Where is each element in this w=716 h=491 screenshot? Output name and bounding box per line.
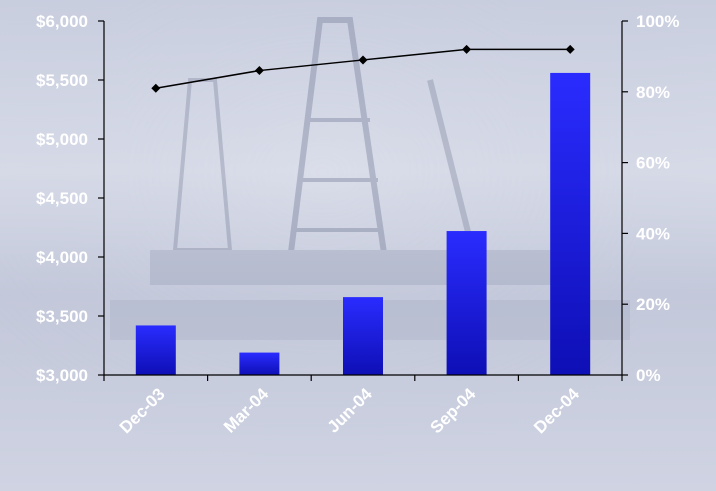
axes-layer	[98, 20, 628, 381]
y2-tick-label: 80%	[636, 83, 670, 102]
y-tick-label: $4,500	[36, 189, 88, 208]
y2-tick-label: 0%	[636, 366, 661, 385]
y-tick-label: $3,500	[36, 307, 88, 326]
y-tick-label: $3,000	[36, 366, 88, 385]
y2-tick-label: 20%	[636, 295, 670, 314]
y-tick-label: $5,500	[36, 71, 88, 90]
bars-layer	[135, 72, 591, 376]
line-marker	[358, 55, 368, 65]
y-tick-label: $4,000	[36, 248, 88, 267]
bar	[550, 72, 591, 376]
bar	[446, 231, 487, 375]
y2-tick-label: 40%	[636, 224, 670, 243]
line-marker	[462, 44, 472, 54]
y2-tick-label: 100%	[636, 12, 679, 31]
y-tick-label: $6,000	[36, 12, 88, 31]
line-marker	[151, 83, 161, 93]
bar	[239, 352, 280, 375]
bar	[343, 297, 383, 375]
bar	[135, 325, 176, 375]
line-marker	[565, 44, 575, 54]
line-layer	[151, 44, 575, 93]
line-marker	[254, 66, 264, 76]
y-tick-label: $5,000	[36, 130, 88, 149]
y2-tick-label: 60%	[636, 154, 670, 173]
